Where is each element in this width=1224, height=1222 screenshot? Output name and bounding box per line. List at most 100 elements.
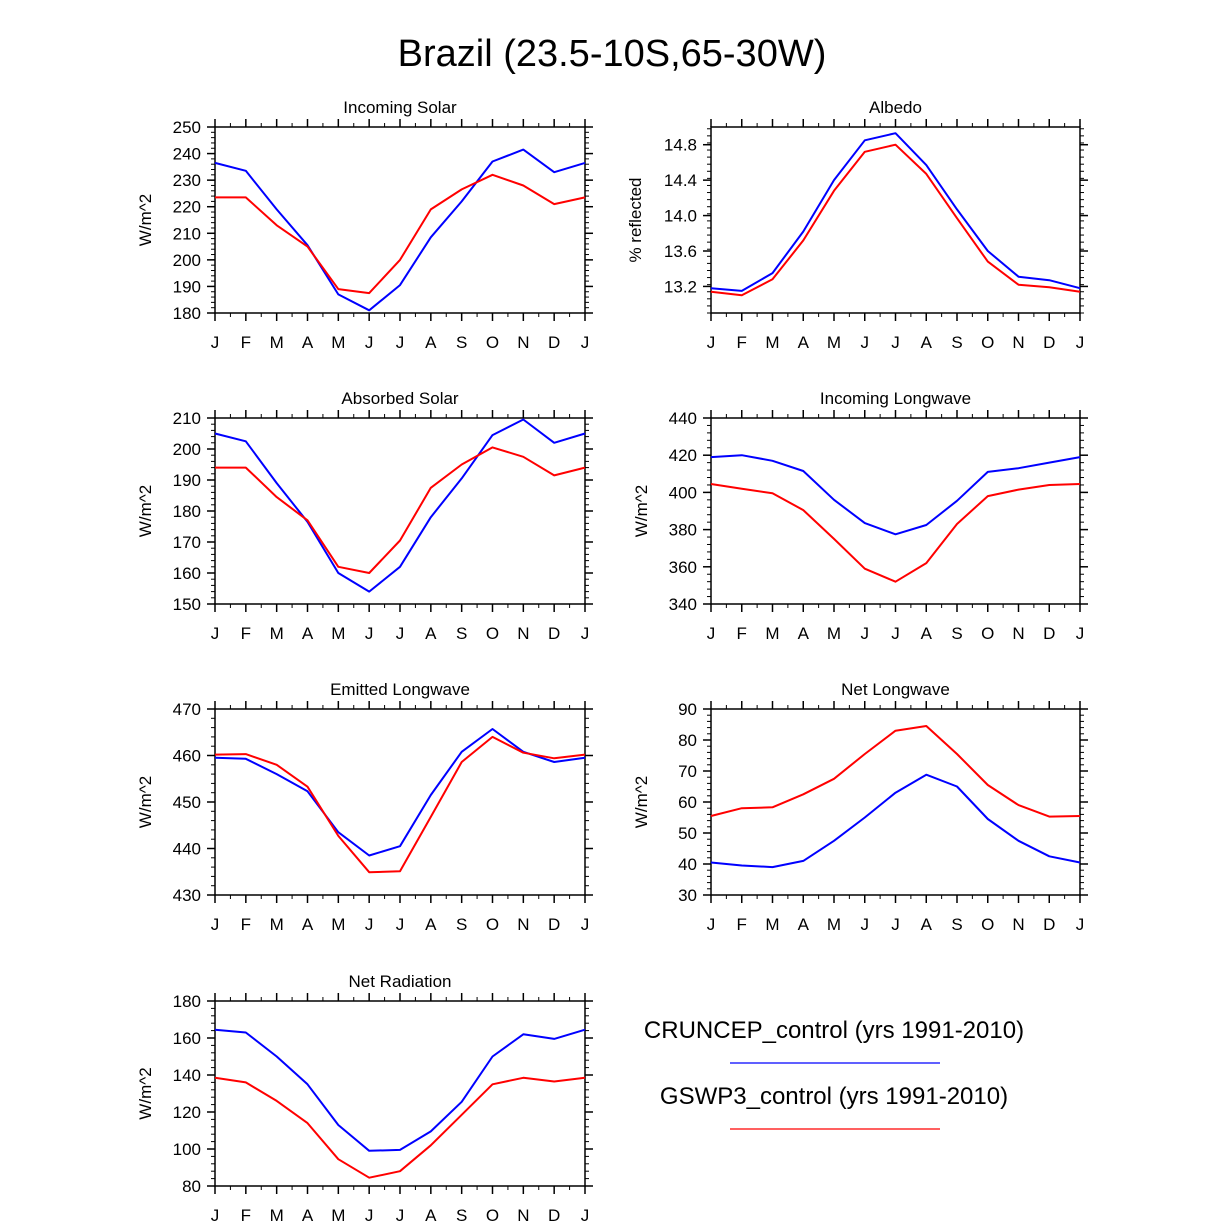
y-tick-label: 360 — [669, 558, 697, 577]
series-line-gswp3 — [215, 173, 586, 295]
x-tick-label: D — [548, 333, 560, 352]
y-tick-label: 13.6 — [664, 242, 697, 261]
x-tick-label: M — [765, 624, 779, 643]
series-line-gswp3 — [710, 725, 1081, 818]
x-tick-label: D — [1043, 915, 1055, 934]
plot-frame — [710, 417, 1081, 605]
x-tick-label: J — [861, 624, 870, 643]
y-tick-label: 70 — [678, 762, 697, 781]
x-tick-label: A — [425, 915, 437, 934]
x-tick-label: J — [396, 624, 405, 643]
x-tick-label: J — [581, 915, 590, 934]
y-axis-label: % reflected — [626, 177, 645, 262]
panel-title: Net Longwave — [841, 680, 950, 699]
x-tick-label: M — [827, 915, 841, 934]
y-tick-label: 40 — [678, 855, 697, 874]
x-tick-label: A — [921, 624, 933, 643]
y-tick-label: 380 — [669, 521, 697, 540]
x-tick-label: N — [517, 333, 529, 352]
legend-label-gswp3: GSWP3_control (yrs 1991-2010) — [660, 1083, 1008, 1110]
y-axis-label: W/m^2 — [136, 776, 155, 828]
panel-title: Incoming Solar — [343, 98, 457, 117]
panel-net-radiation: J F M A M J J A S O N D J 80 100 120 140 160 180 Net Radiat… — [136, 972, 593, 1222]
y-tick-label: 440 — [173, 840, 201, 859]
panel-title: Net Radiation — [348, 972, 451, 991]
series-line-cruncep — [214, 418, 586, 593]
y-tick-label: 220 — [173, 198, 201, 217]
panel-title: Emitted Longwave — [330, 680, 470, 699]
x-tick-label: A — [302, 624, 314, 643]
x-tick-label: M — [331, 1206, 345, 1222]
x-tick-label: F — [737, 915, 747, 934]
x-tick-label: M — [827, 624, 841, 643]
x-tick-label: A — [425, 1206, 437, 1222]
y-tick-label: 140 — [173, 1066, 201, 1085]
x-tick-label: J — [211, 1206, 220, 1222]
x-tick-label: J — [365, 333, 374, 352]
x-tick-label: D — [548, 624, 560, 643]
y-tick-label: 170 — [173, 533, 201, 552]
x-tick-label: A — [302, 333, 314, 352]
x-tick-label: J — [707, 915, 716, 934]
y-tick-label: 420 — [669, 446, 697, 465]
x-tick-label: F — [241, 1206, 251, 1222]
series-line-gswp3 — [710, 483, 1081, 583]
y-tick-label: 120 — [173, 1103, 201, 1122]
x-tick-label: N — [517, 915, 529, 934]
x-tick-label: O — [981, 915, 994, 934]
x-tick-label: N — [1012, 333, 1024, 352]
x-tick-label: S — [456, 1206, 467, 1222]
y-tick-label: 30 — [678, 886, 697, 905]
x-tick-label: O — [486, 624, 499, 643]
chart-panels: J F M A M J J A S O N D J180190200210220230240250Inc… — [136, 98, 1088, 1222]
y-tick-label: 80 — [182, 1177, 201, 1196]
panel-albedo: J F M A M J J A S O N D J13.213.614.014.414.8Albedo%… — [626, 98, 1088, 352]
plot-frame — [214, 1000, 586, 1187]
x-tick-label: M — [331, 624, 345, 643]
y-tick-label: 200 — [173, 440, 201, 459]
x-tick-label: F — [241, 333, 251, 352]
x-tick-label: A — [425, 624, 437, 643]
y-tick-label: 14.4 — [664, 171, 697, 190]
x-tick-label: J — [396, 333, 405, 352]
y-tick-label: 80 — [678, 731, 697, 750]
panel-title: Absorbed Solar — [341, 389, 459, 408]
series-line-cruncep — [214, 148, 586, 312]
x-tick-label: O — [486, 333, 499, 352]
panel-incoming-longwave: J F M A M J J A S O N D J340360380400420440Incoming … — [632, 389, 1088, 643]
y-tick-label: 250 — [173, 118, 201, 137]
plot-frame — [214, 708, 586, 896]
x-tick-label: D — [1043, 624, 1055, 643]
y-tick-label: 400 — [669, 483, 697, 502]
x-tick-label: J — [1076, 915, 1085, 934]
x-tick-label: F — [241, 624, 251, 643]
x-tick-label: S — [951, 915, 962, 934]
x-tick-label: A — [425, 333, 437, 352]
y-tick-label: 14.0 — [664, 207, 697, 226]
x-tick-label: N — [517, 624, 529, 643]
x-tick-label: A — [798, 333, 810, 352]
panel-absorbed-solar: J F M A M J J A S O N D J150160170180190200210Absorb… — [136, 389, 593, 643]
y-tick-label: 14.8 — [664, 136, 697, 155]
panel-incoming-solar: J F M A M J J A S O N D J180190200210220230240250Inc… — [136, 98, 593, 352]
y-tick-label: 340 — [669, 595, 697, 614]
x-tick-label: J — [396, 1206, 405, 1222]
x-tick-label: J — [1076, 333, 1085, 352]
y-tick-label: 180 — [173, 992, 201, 1011]
x-tick-label: J — [211, 624, 220, 643]
x-tick-label: M — [270, 1206, 284, 1222]
y-tick-label: 13.2 — [664, 277, 697, 296]
x-tick-label: J — [581, 624, 590, 643]
y-axis-label: W/m^2 — [136, 194, 155, 246]
y-tick-label: 180 — [173, 502, 201, 521]
y-tick-label: 50 — [678, 824, 697, 843]
x-tick-label: F — [737, 624, 747, 643]
x-tick-label: J — [1076, 624, 1085, 643]
x-tick-label: J — [365, 624, 374, 643]
y-tick-label: 450 — [173, 793, 201, 812]
series-line-cruncep — [214, 728, 586, 857]
x-tick-label: M — [827, 333, 841, 352]
y-tick-label: 470 — [173, 700, 201, 719]
